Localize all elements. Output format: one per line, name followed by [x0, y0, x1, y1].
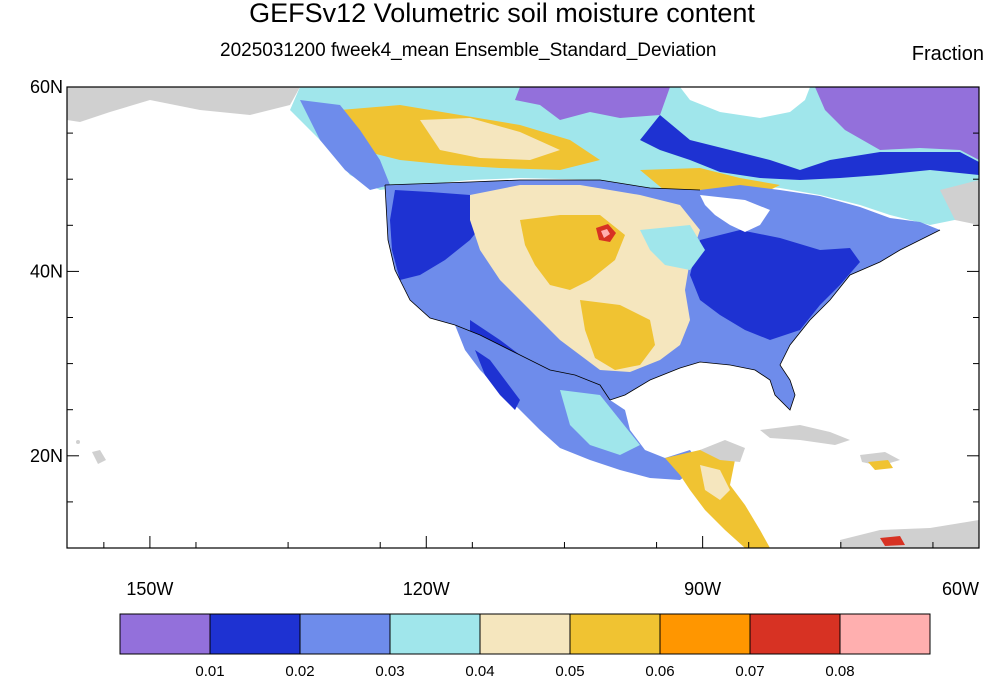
region-canada-blue-west — [300, 100, 390, 190]
colorbar-swatch — [839, 613, 931, 655]
hudson-bay — [680, 87, 810, 118]
lat-tick-label: 40N — [30, 261, 63, 281]
hawaii-island — [76, 440, 80, 444]
lon-tick-label: 120W — [403, 579, 450, 599]
region-mexico-cyan — [560, 390, 640, 455]
region-central-america-tan — [700, 465, 730, 500]
us-canada-border — [384, 179, 701, 191]
colorbar: 0.01 0.02 0.03 0.04 0.05 0.06 0.07 0.08 — [119, 613, 931, 680]
us-gulf-east-coast — [609, 229, 941, 411]
region-yucatan — [700, 440, 745, 462]
colorbar-label: 0.06 — [645, 663, 674, 680]
region-venezuela-red — [880, 536, 905, 546]
political-boundaries — [384, 179, 941, 411]
colorbar-label: 0.05 — [555, 663, 584, 680]
region-cuba — [760, 425, 850, 445]
colorbar-swatch — [209, 613, 301, 655]
colorbar-swatch — [479, 613, 571, 655]
map-title: GEFSv12 Volumetric soil moisture content — [249, 0, 755, 28]
colorbar-label: 0.04 — [465, 663, 494, 680]
region-west-darkblue — [390, 190, 490, 280]
region-canada-tan — [420, 118, 560, 160]
region-midwest-cyan — [640, 225, 705, 270]
colorbar-swatch — [569, 613, 661, 655]
colorbar-swatch — [299, 613, 391, 655]
region-dakota-pink — [601, 229, 610, 238]
region-canada-purple-east — [815, 87, 979, 160]
region-texas-yellow — [580, 300, 655, 370]
colorbar-label: 0.02 — [285, 663, 314, 680]
map-subtitle: 2025031200 fweek4_mean Ensemble_Standard… — [220, 40, 717, 61]
region-greenland-edge — [940, 180, 979, 225]
region-south-america — [840, 520, 979, 548]
units-label: Fraction — [911, 43, 984, 65]
region-hawaii — [92, 450, 106, 464]
map-axes: 60N 40N 20N 150W 120W 90W 60W — [30, 77, 980, 599]
colorbar-swatch — [119, 613, 211, 655]
colorbar-swatch — [659, 613, 751, 655]
us-west-coast — [384, 184, 456, 326]
us-mexico-border — [454, 324, 611, 401]
lat-tick-label: 20N — [30, 446, 63, 466]
map-plot-area — [67, 87, 979, 548]
colorbar-swatch — [389, 613, 481, 655]
colorbar-label: 0.08 — [825, 663, 854, 680]
lon-tick-label: 60W — [942, 579, 979, 599]
region-baja — [475, 350, 520, 410]
region-canada-blue-band — [640, 115, 979, 180]
colorbar-label: 0.03 — [375, 663, 404, 680]
lon-tick-label: 150W — [126, 579, 173, 599]
colorbar-swatch — [749, 613, 841, 655]
region-canada-purple-west — [515, 87, 670, 120]
lat-tick-label: 60N — [30, 77, 63, 97]
lon-tick-label: 90W — [684, 579, 721, 599]
region-great-lakes — [700, 195, 770, 232]
region-puerto-rico-yellow — [868, 460, 893, 470]
colorbar-label: 0.01 — [195, 663, 224, 680]
region-alaska — [67, 87, 300, 122]
region-east-darkblue — [690, 230, 860, 340]
colorbar-label: 0.07 — [735, 663, 764, 680]
